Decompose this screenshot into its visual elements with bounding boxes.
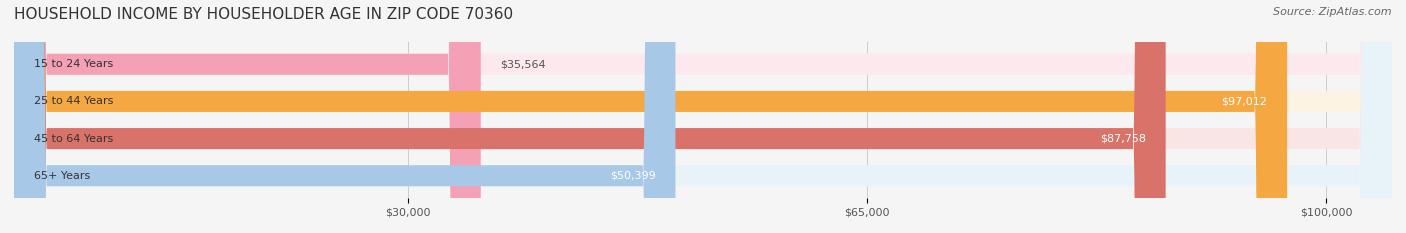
Text: 25 to 44 Years: 25 to 44 Years [34,96,112,106]
Text: 15 to 24 Years: 15 to 24 Years [34,59,112,69]
Text: $35,564: $35,564 [501,59,546,69]
FancyBboxPatch shape [14,0,1392,233]
Text: 45 to 64 Years: 45 to 64 Years [34,134,112,144]
Text: $50,399: $50,399 [610,171,655,181]
Text: $97,012: $97,012 [1222,96,1267,106]
FancyBboxPatch shape [14,0,1166,233]
FancyBboxPatch shape [14,0,1392,233]
Text: 65+ Years: 65+ Years [34,171,90,181]
FancyBboxPatch shape [14,0,1392,233]
Text: HOUSEHOLD INCOME BY HOUSEHOLDER AGE IN ZIP CODE 70360: HOUSEHOLD INCOME BY HOUSEHOLDER AGE IN Z… [14,7,513,22]
Text: Source: ZipAtlas.com: Source: ZipAtlas.com [1274,7,1392,17]
FancyBboxPatch shape [14,0,1286,233]
FancyBboxPatch shape [14,0,675,233]
FancyBboxPatch shape [14,0,481,233]
Text: $87,758: $87,758 [1099,134,1146,144]
FancyBboxPatch shape [14,0,1392,233]
